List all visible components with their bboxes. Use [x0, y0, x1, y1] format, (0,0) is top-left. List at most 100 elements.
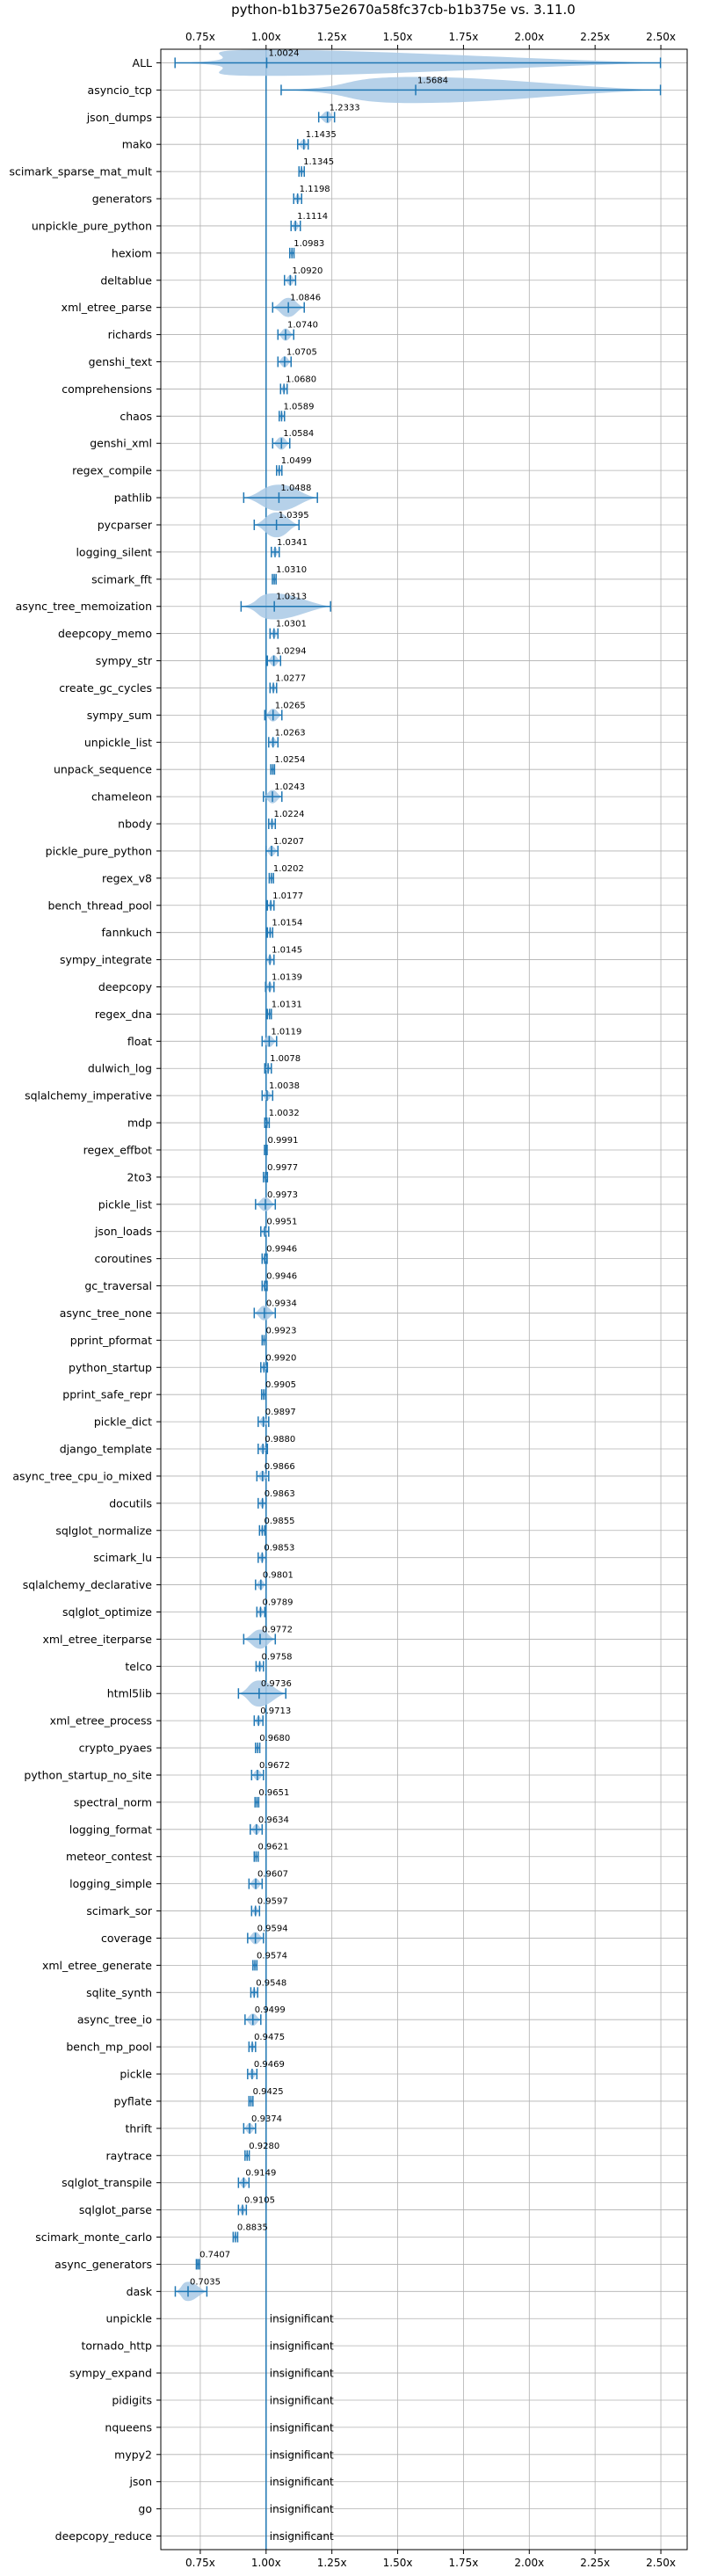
- value-label: 0.9634: [258, 1816, 289, 1825]
- benchmark-name-label: 2to3: [127, 1170, 152, 1183]
- value-label: 1.0139: [272, 973, 302, 983]
- value-label: 0.7035: [190, 2277, 221, 2287]
- value-label: 1.1114: [297, 212, 328, 222]
- value-label: 1.0499: [281, 456, 312, 466]
- value-label: 0.9977: [267, 1163, 298, 1173]
- value-label: 0.9758: [262, 1652, 293, 1662]
- value-label: 0.9897: [265, 1408, 296, 1417]
- axes: 0.75x 0.75x 1.00x 1.00x 1.25x 1.25x 1.50x 1.50x…: [156, 31, 688, 2569]
- x-tick-label-top: 2.50x: [646, 31, 676, 43]
- insignificant-label: insignificant: [270, 2394, 334, 2406]
- grid-lines: [161, 49, 687, 2550]
- value-label: 0.9951: [266, 1218, 297, 1227]
- benchmark-name-label: scimark_sor: [86, 1904, 152, 1917]
- value-label: 1.0983: [294, 239, 324, 249]
- value-label: 0.9607: [257, 1870, 288, 1880]
- value-label: 0.9973: [267, 1190, 298, 1200]
- benchmark-name-label: pickle_pure_python: [46, 844, 152, 857]
- benchmark-name-label: async_tree_cpu_io_mixed: [12, 1469, 152, 1482]
- insignificant-label: insignificant: [270, 2530, 334, 2543]
- benchmark-name-label: crypto_pyaes: [79, 1742, 152, 1755]
- benchmark-name-label: hexiom: [112, 246, 152, 259]
- value-label: 0.9772: [262, 1625, 293, 1634]
- x-tick-label-top: 0.75x: [185, 31, 215, 43]
- value-label: 0.9991: [268, 1136, 299, 1146]
- value-label: 1.1198: [300, 185, 330, 194]
- benchmark-name-label: docutils: [109, 1496, 152, 1510]
- benchmark-name-label: async_tree_none: [60, 1306, 153, 1320]
- benchmark-name-label: pathlib: [114, 491, 152, 505]
- benchmark-name-label: logging_simple: [69, 1877, 152, 1890]
- value-label: 0.9946: [266, 1245, 297, 1255]
- benchmark-name-label: telco: [125, 1660, 152, 1673]
- value-label: 1.0078: [270, 1054, 301, 1064]
- benchmark-name-label: thrift: [125, 2121, 152, 2135]
- value-label: 1.0920: [292, 266, 323, 276]
- value-label: 1.0584: [283, 429, 314, 439]
- x-tick-label-top: 1.50x: [383, 31, 413, 43]
- value-label: 0.9621: [257, 1843, 288, 1852]
- benchmark-name-label: pycparser: [98, 518, 153, 531]
- value-label: 1.2333: [330, 103, 360, 113]
- benchmark-name-label: chameleon: [91, 790, 152, 804]
- plot-frame: [160, 48, 688, 2551]
- value-label: 1.0254: [274, 755, 305, 765]
- insignificant-label: insignificant: [270, 2313, 334, 2325]
- benchmark-name-label: deltablue: [100, 273, 152, 287]
- value-label: 0.9374: [251, 2114, 282, 2124]
- value-label: 0.9469: [254, 2060, 285, 2070]
- benchmark-name-label: xml_etree_generate: [42, 1959, 152, 1972]
- value-label: 1.0263: [275, 728, 306, 738]
- value-label: 1.0038: [269, 1081, 300, 1091]
- benchmark-name-label: pprint_pformat: [70, 1334, 152, 1347]
- benchmark-name-label: sqlalchemy_declarative: [23, 1578, 153, 1591]
- insignificant-label: insignificant: [270, 2340, 334, 2353]
- benchmark-name-label: meteor_contest: [66, 1850, 152, 1863]
- benchmark-name-label: comprehensions: [62, 382, 152, 396]
- insignificant-label: insignificant: [270, 2503, 334, 2515]
- benchmark-name-label: deepcopy_reduce: [55, 2529, 153, 2543]
- value-label: 0.9855: [264, 1517, 294, 1526]
- benchmark-name-label: nbody: [118, 818, 152, 831]
- benchmark-name-label: tornado_http: [81, 2340, 152, 2353]
- value-label: 0.9149: [245, 2169, 276, 2179]
- value-label: 0.9105: [244, 2196, 275, 2206]
- benchmark-name-label: generators: [92, 193, 152, 206]
- value-label: 1.0145: [272, 946, 302, 956]
- x-tick-label-bottom: 1.00x: [251, 2557, 281, 2569]
- x-tick-label-bottom: 2.25x: [580, 2557, 610, 2569]
- benchmark-name-label: float: [127, 1035, 152, 1048]
- benchmark-name-label: sqlglot_parse: [79, 2203, 152, 2216]
- benchmark-name-label: sqlite_synth: [86, 1986, 152, 1999]
- value-label: 1.1435: [306, 130, 337, 140]
- insignificant-label: insignificant: [270, 2449, 334, 2461]
- value-label: 0.9853: [264, 1544, 294, 1554]
- value-label: 1.0705: [286, 348, 317, 358]
- benchmark-name-label: sympy_integrate: [60, 953, 152, 966]
- value-label: 1.0395: [279, 511, 309, 520]
- value-label: 0.9475: [254, 2033, 285, 2042]
- value-label: 0.9672: [259, 1761, 290, 1771]
- benchmark-name-label: scimark_monte_carlo: [35, 2230, 152, 2244]
- value-label: 1.0341: [277, 538, 308, 548]
- x-tick-label-top: 1.25x: [317, 31, 347, 43]
- benchmark-name-label: logging_format: [69, 1823, 152, 1836]
- value-label: 1.0589: [283, 402, 314, 411]
- benchmark-name-label: bench_mp_pool: [66, 2041, 152, 2054]
- value-label: 0.9680: [259, 1734, 290, 1743]
- benchmark-name-label: mdp: [127, 1117, 152, 1130]
- x-tick-label-top: 1.75x: [449, 31, 479, 43]
- value-label: 0.7407: [199, 2250, 230, 2259]
- benchmark-name-label: fannkuch: [102, 926, 152, 939]
- value-label: 0.9905: [265, 1380, 296, 1390]
- benchmark-name-label: python_startup: [69, 1361, 152, 1374]
- benchmark-name-label: chaos: [120, 410, 152, 423]
- insignificant-label: insignificant: [270, 2368, 334, 2380]
- value-label: 0.9863: [265, 1489, 295, 1499]
- value-label: 1.0265: [275, 701, 306, 710]
- benchmark-name-label: raytrace: [106, 2149, 153, 2162]
- benchmark-name-label: logging_silent: [76, 545, 152, 558]
- value-label: 0.9594: [257, 1924, 288, 1933]
- value-label: 1.0024: [269, 48, 300, 58]
